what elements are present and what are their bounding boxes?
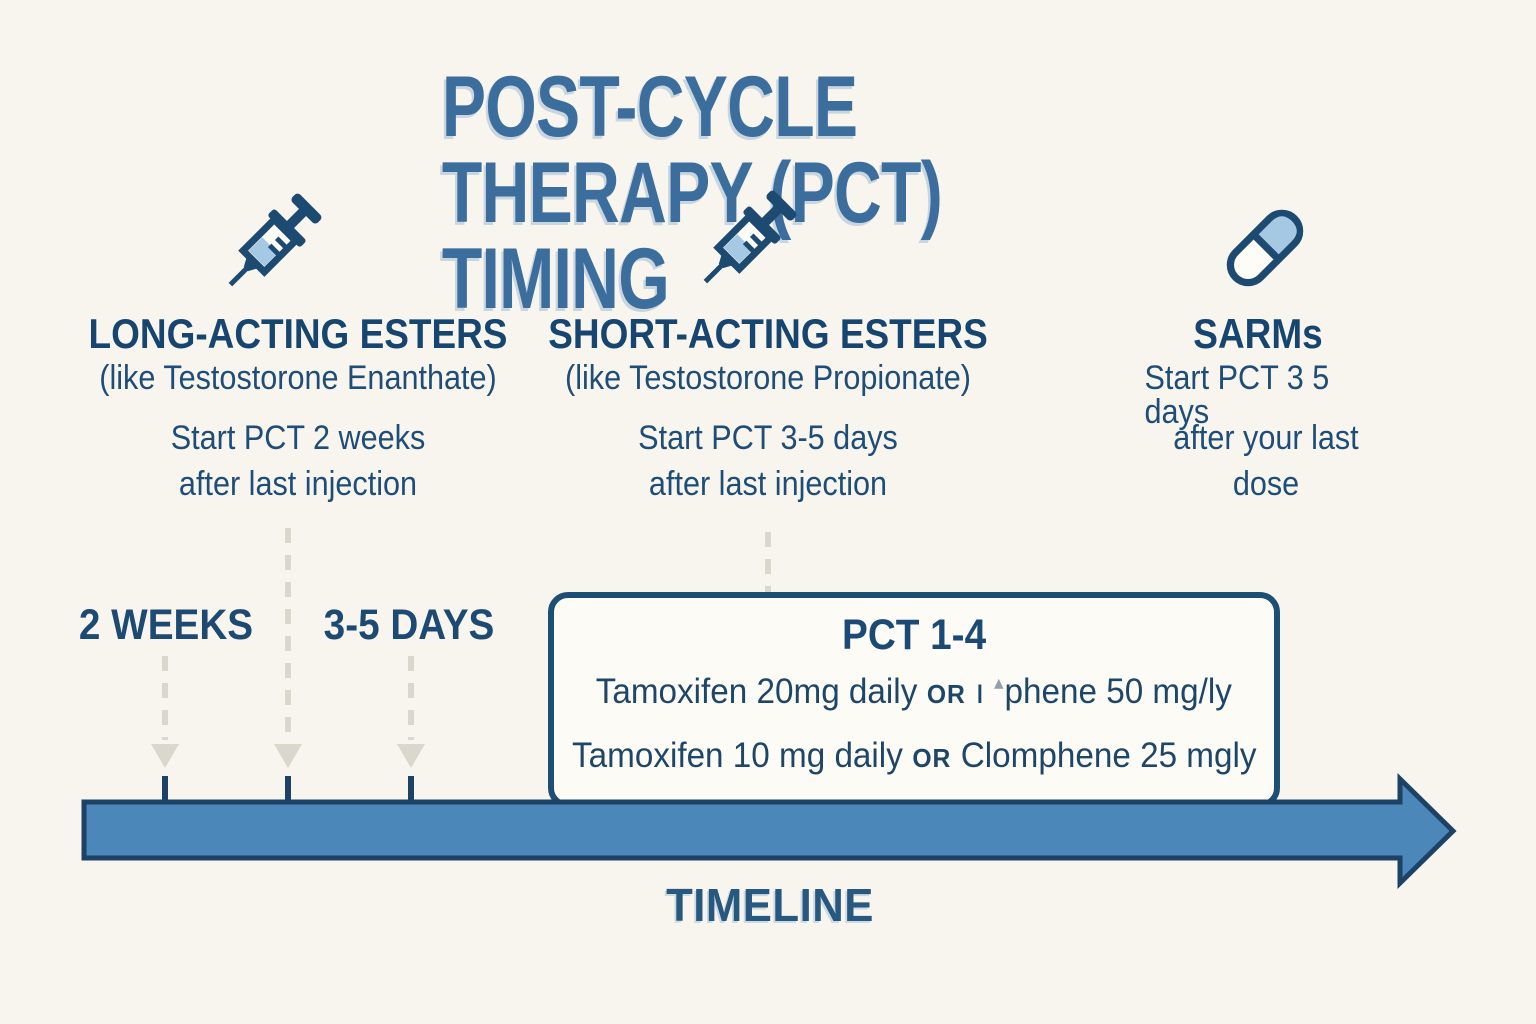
column-detail-long-acting-2: after last injection <box>178 465 418 503</box>
dashed-drop-line <box>285 528 291 740</box>
timeline-tick <box>162 776 168 804</box>
dashed-drop-line <box>408 656 414 740</box>
dashed-arrowhead-icon <box>151 744 179 768</box>
caret-mark-icon: ▴ <box>994 672 1004 694</box>
column-heading-short-acting: SHORT-ACTING ESTERS <box>548 310 988 357</box>
column-detail-short-acting-1: Start PCT 3-5 days <box>638 419 898 457</box>
timeline-tick <box>285 776 291 804</box>
column-detail-sarms-1: after your last <box>1173 419 1359 457</box>
column-subheading-long-acting: (like Testostorone Enanthate) <box>99 359 497 397</box>
pct-row-2: Tamoxifen 10 mg daily OR Clomphene 25 mgly <box>572 736 1256 776</box>
column-detail-short-acting-2: after last injection <box>648 465 888 503</box>
timeline-arrow <box>81 773 1457 889</box>
pct-box-title: PCT 1-4 <box>841 611 987 659</box>
pct-row1-drug-b: phene 50 mg/ly <box>1004 672 1233 711</box>
dashed-arrowhead-icon <box>397 744 425 768</box>
pct-row1-stray-mark: ı <box>975 672 985 711</box>
pct-row1-drug-a: Tamoxifen 20mg daily <box>595 672 918 711</box>
dashed-arrowhead-icon <box>274 744 302 768</box>
column-subheading-short-acting: (like Testostorone Propionate) <box>565 359 971 397</box>
pct-row1-or: OR <box>927 679 966 709</box>
syringe-icon <box>205 183 335 313</box>
marker-label-3-5-days: 3-5 DAYS <box>323 601 495 649</box>
column-detail-sarms-2: dose <box>1232 465 1300 503</box>
marker-label-2-weeks: 2 WEEKS <box>78 601 254 649</box>
pill-icon <box>1213 196 1317 300</box>
column-detail-long-acting-1: Start PCT 2 weeks <box>170 419 426 457</box>
pct-row-1: Tamoxifen 20mg daily OR ı ▴phene 50 mg/ly <box>596 672 1232 712</box>
pct-protocol-box: PCT 1-4 Tamoxifen 20mg daily OR ı ▴phene 50… <box>548 592 1280 808</box>
column-heading-sarms: SARMs <box>1193 310 1323 357</box>
column-heading-long-acting: LONG-ACTING ESTERS <box>88 310 508 357</box>
page-title: POST-CYCLE THERAPY (PCT) TIMING <box>441 59 943 327</box>
column-subheading-sarms: Start PCT 3 5 days <box>1144 359 1330 431</box>
pct-row2-or: OR <box>912 743 952 773</box>
dashed-drop-line <box>765 532 771 596</box>
dashed-drop-line <box>162 656 168 740</box>
timeline-axis-label: TIMELINE <box>666 879 874 931</box>
pct-row2-drug-a: Tamoxifen 10 mg daily <box>572 736 903 775</box>
timeline-tick <box>408 776 414 804</box>
syringe-icon <box>680 180 810 310</box>
pct-row2-drug-b: Clomphene 25 mgly <box>960 736 1257 775</box>
